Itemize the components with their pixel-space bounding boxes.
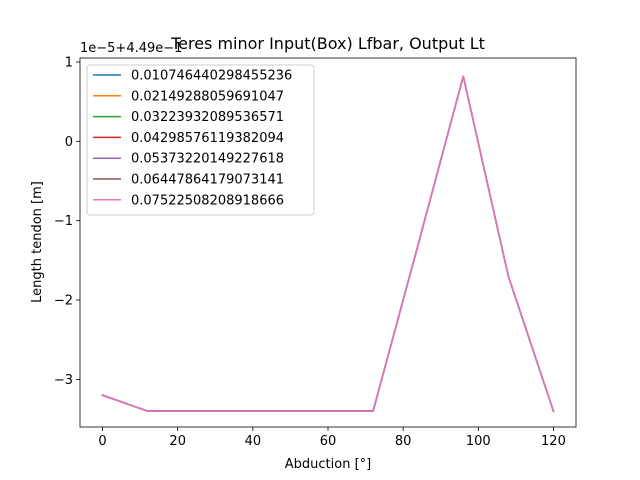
x-tick-label: 120 [541,434,566,449]
y-tick-label: 0 [65,135,73,150]
legend-label-2: 0.02149288059691047 [131,89,284,104]
x-tick-label: 60 [320,434,337,449]
x-tick-label: 100 [466,434,491,449]
series-layer [101,75,555,413]
y-tick-label: −2 [54,294,73,309]
legend-label-5: 0.05373220149227618 [131,152,284,167]
legend-label-7: 0.07522508208918666 [131,193,284,208]
legend-label-6: 0.06447864179073141 [131,173,284,188]
x-tick-label: 80 [395,434,412,449]
x-tick-label: 0 [98,434,106,449]
legend: 0.010746440298455236 0.02149288059691047 0… [86,64,315,216]
legend-label-4: 0.04298576119382094 [131,131,284,146]
chart-title: Teres minor Input(Box) Lfbar, Output Lt [170,34,485,53]
y-tick-label: 1 [65,55,73,70]
x-axis-label: Abduction [°] [285,457,371,472]
y-axis-ticks: −3 −2 −1 0 1 [54,55,80,388]
y-axis-label: Length tendon [m] [30,181,45,303]
x-axis-ticks: 0 20 40 60 80 100 120 [98,427,566,449]
plot-frame [79,57,577,428]
legend-label-1: 0.010746440298455236 [131,69,292,84]
y-axis-offset-text: 1e−5+4.49e−1 [80,41,182,56]
x-tick-label: 40 [245,434,262,449]
x-tick-label: 20 [169,434,186,449]
y-tick-label: −1 [54,214,73,229]
legend-label-3: 0.03223932089536571 [131,110,284,125]
series-line-7 [101,75,555,413]
y-tick-label: −3 [54,373,73,388]
legend-box [86,64,315,216]
